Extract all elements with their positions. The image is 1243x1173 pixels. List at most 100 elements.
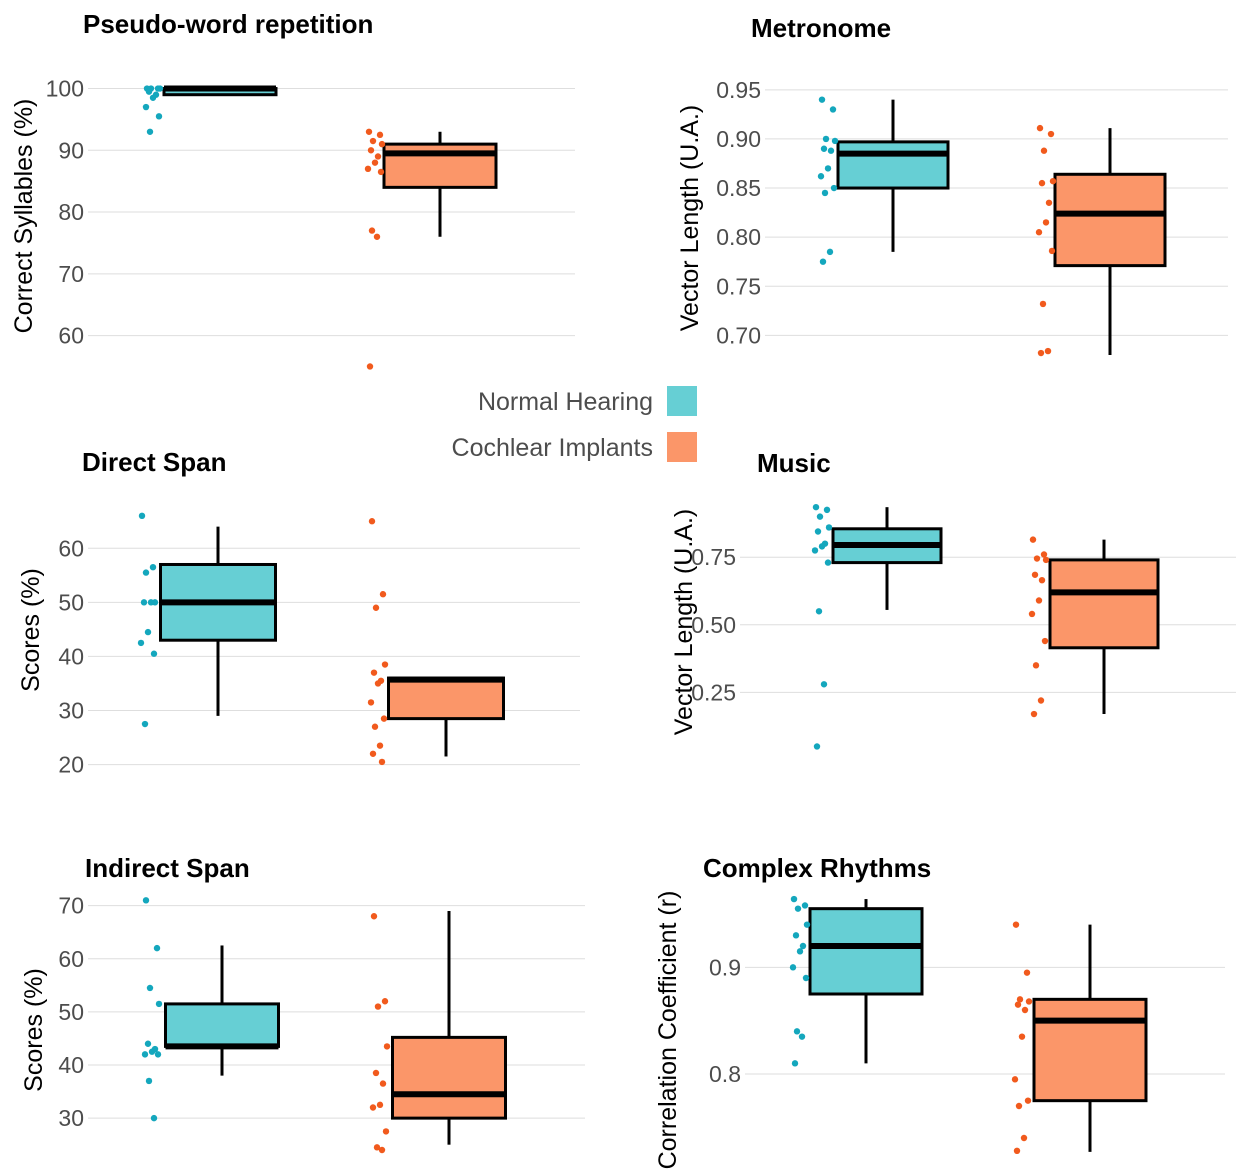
data-point-normal-hearing	[798, 1033, 806, 1040]
data-point-cochlear-implants	[367, 699, 375, 706]
legend-swatch-cochlear-implants	[667, 432, 697, 462]
data-point-cochlear-implants	[1045, 199, 1053, 206]
box-normal-hearing	[808, 907, 924, 996]
data-point-normal-hearing	[799, 942, 807, 950]
panel-pseudo-word-repetition: Pseudo-word repetition Correct Syllables…	[10, 9, 575, 370]
data-point-cochlear-implants	[376, 131, 384, 139]
data-point-cochlear-implants	[1029, 536, 1037, 543]
y-tick-label: 0.50	[691, 612, 736, 638]
data-point-normal-hearing	[144, 1040, 152, 1047]
data-point-cochlear-implants	[1032, 662, 1040, 669]
y-axis-label: Scores (%)	[20, 968, 48, 1092]
data-point-normal-hearing	[791, 1060, 799, 1067]
y-tick-label: 0.80	[716, 224, 761, 250]
panel-direct-span: Direct Span Scores (%) 20 30 40 50 60	[17, 447, 580, 778]
data-points	[811, 503, 1050, 750]
data-point-cochlear-implants	[1049, 177, 1057, 185]
panel-music: Music Vector Length (U.A.) 0.25 0.50 0.75	[670, 448, 1236, 750]
data-point-normal-hearing	[147, 599, 155, 606]
y-tick-labels: 20 30 40 50 60	[58, 535, 84, 777]
data-point-normal-hearing	[815, 608, 823, 615]
box-plots	[831, 507, 1160, 715]
box-cochlear-implants	[1048, 558, 1160, 650]
data-point-normal-hearing	[811, 547, 819, 554]
data-point-cochlear-implants	[368, 227, 376, 234]
data-point-normal-hearing	[814, 528, 822, 535]
data-point-cochlear-implants	[370, 669, 378, 676]
data-point-normal-hearing	[802, 974, 810, 982]
data-point-normal-hearing	[148, 1048, 156, 1055]
data-point-normal-hearing	[823, 506, 831, 514]
data-point-normal-hearing	[821, 189, 829, 197]
data-point-cochlear-implants	[1047, 130, 1055, 138]
data-point-cochlear-implants	[378, 1146, 386, 1154]
box-cochlear-implants	[387, 676, 505, 721]
data-point-normal-hearing	[793, 1028, 801, 1035]
panel-metronome: Metronome Vector Length (U.A.) 0.700.750…	[676, 13, 1228, 357]
y-tick-label: 60	[58, 946, 84, 972]
data-point-cochlear-implants	[373, 1144, 381, 1151]
y-tick-label: 0.85	[716, 175, 761, 201]
data-point-normal-hearing	[149, 94, 157, 101]
legend-swatch-normal-hearing	[667, 386, 697, 416]
y-tick-label: 50	[58, 999, 84, 1025]
data-point-cochlear-implants	[1041, 637, 1049, 645]
y-tick-labels: 0.70 0.75 0.80 0.85 0.90 0.95	[716, 77, 761, 349]
box-plots	[162, 85, 498, 237]
data-point-cochlear-implants	[378, 758, 386, 766]
data-point-cochlear-implants	[1037, 697, 1045, 704]
y-tick-label: 60	[58, 535, 84, 561]
panel-title: Metronome	[751, 13, 891, 43]
data-point-cochlear-implants	[381, 661, 389, 668]
box-cochlear-implants	[1032, 997, 1148, 1103]
y-tick-labels: 30 40 50 60 70	[58, 893, 84, 1132]
legend-label-normal-hearing: Normal Hearing	[478, 388, 653, 416]
data-point-normal-hearing	[824, 165, 832, 172]
data-point-normal-hearing	[149, 563, 157, 571]
data-point-normal-hearing	[153, 944, 161, 952]
y-tick-label: 60	[58, 323, 84, 349]
data-point-cochlear-implants	[380, 715, 388, 722]
data-point-normal-hearing	[829, 106, 837, 113]
y-tick-labels: 60 70 80 90 100	[46, 76, 84, 349]
data-point-normal-hearing	[789, 964, 797, 971]
data-point-cochlear-implants	[364, 165, 372, 173]
data-point-normal-hearing	[820, 145, 828, 152]
box-cochlear-implants	[391, 1035, 507, 1120]
data-point-cochlear-implants	[383, 1043, 391, 1050]
data-point-normal-hearing	[137, 639, 145, 647]
data-point-normal-hearing	[155, 113, 163, 120]
panel-complex-rhythms: Complex Rhythms Correlation Coefficient …	[654, 853, 1225, 1169]
box-plots	[164, 910, 507, 1145]
data-point-cochlear-implants	[1025, 998, 1033, 1005]
grid-lines	[740, 556, 1236, 693]
data-point-cochlear-implants	[381, 998, 389, 1005]
data-point-normal-hearing	[141, 1051, 149, 1058]
data-point-normal-hearing	[145, 1077, 153, 1085]
y-tick-label: 50	[58, 589, 84, 615]
data-point-cochlear-implants	[1040, 147, 1048, 154]
data-point-normal-hearing	[830, 184, 838, 192]
data-point-normal-hearing	[142, 569, 150, 576]
data-point-cochlear-implants	[370, 913, 378, 920]
data-points	[142, 85, 386, 370]
y-axis-label: Scores (%)	[17, 568, 45, 692]
y-tick-label: 0.75	[691, 544, 736, 570]
data-point-cochlear-implants	[372, 604, 380, 611]
legend-label-cochlear-implants: Cochlear Implants	[452, 434, 653, 462]
y-tick-label: 90	[58, 137, 84, 163]
data-point-normal-hearing	[803, 921, 811, 928]
box-plots	[159, 526, 505, 757]
data-point-cochlear-implants	[376, 1101, 384, 1109]
data-point-cochlear-implants	[1030, 710, 1038, 718]
data-point-cochlear-implants	[1031, 571, 1039, 578]
data-point-cochlear-implants	[1021, 1006, 1029, 1014]
data-point-normal-hearing	[818, 96, 826, 103]
data-point-normal-hearing	[820, 681, 828, 688]
data-point-cochlear-implants	[379, 1080, 387, 1087]
panel-title: Complex Rhythms	[703, 853, 931, 883]
y-tick-label: 0.95	[716, 77, 761, 103]
y-tick-label: 70	[58, 261, 84, 287]
data-point-cochlear-implants	[1038, 179, 1046, 187]
